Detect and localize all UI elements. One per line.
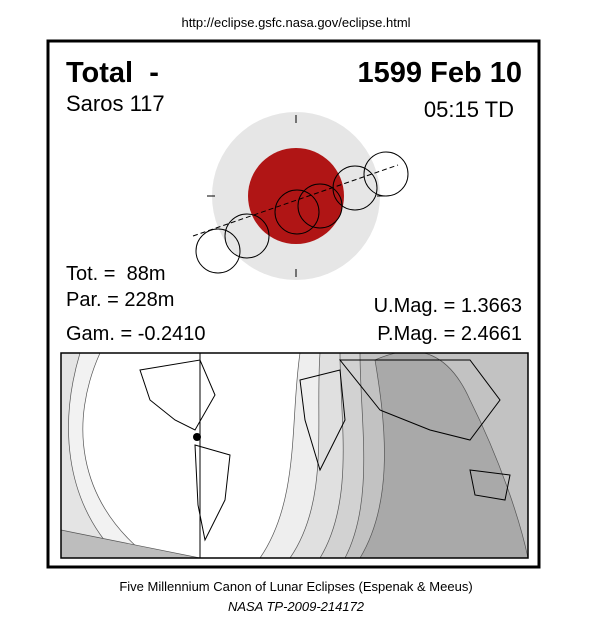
umag: U.Mag. = 1.3663: [374, 295, 522, 317]
moon: [224, 213, 270, 259]
moon: [195, 228, 241, 274]
gam: Gam. = -0.2410: [66, 323, 206, 345]
subpoint: [193, 433, 201, 441]
url: http://eclipse.gsfc.nasa.gov/eclipse.htm…: [181, 15, 410, 30]
tot: Tot. = 88m: [66, 263, 166, 285]
visibility-map: [60, 352, 529, 559]
eclipse-geometry: [192, 112, 409, 280]
footer-line2: NASA TP-2009-214172: [228, 599, 365, 614]
moon: [332, 165, 378, 211]
eclipse-date: 1599 Feb 10: [358, 57, 522, 89]
umbra: [248, 148, 344, 244]
moon: [274, 189, 320, 235]
eclipse-type: Total -: [66, 57, 159, 89]
footer-line1: Five Millennium Canon of Lunar Eclipses …: [119, 579, 472, 594]
pmag: P.Mag. = 2.4661: [377, 323, 522, 345]
map-frame: [60, 352, 529, 559]
coastlines: [139, 359, 511, 542]
moon: [363, 151, 409, 197]
saros: Saros 117: [66, 91, 165, 116]
time: 05:15 TD: [424, 97, 514, 122]
frame: [46, 39, 541, 569]
par: Par. = 228m: [66, 289, 174, 311]
